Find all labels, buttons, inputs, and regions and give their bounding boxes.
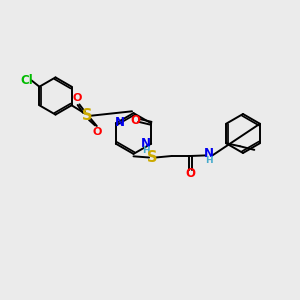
Text: S: S <box>147 150 158 165</box>
Text: O: O <box>185 167 195 180</box>
Text: S: S <box>82 108 92 123</box>
Text: O: O <box>130 114 141 127</box>
Text: N: N <box>141 137 151 150</box>
Text: H: H <box>142 146 150 155</box>
Text: O: O <box>73 93 82 103</box>
Text: H: H <box>205 156 213 165</box>
Text: O: O <box>92 127 102 137</box>
Text: N: N <box>114 116 124 129</box>
Text: Cl: Cl <box>21 74 33 87</box>
Text: N: N <box>204 147 214 160</box>
